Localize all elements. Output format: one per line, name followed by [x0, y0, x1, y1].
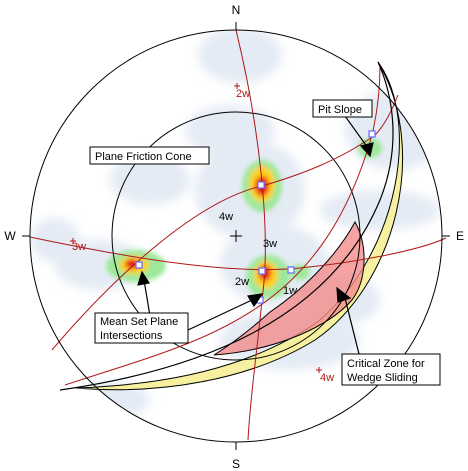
callout-critical-line1: Critical Zone for: [347, 358, 425, 370]
mean-set-great-circles: [29, 29, 447, 441]
callout-pit-slope: Pit Slope: [312, 99, 373, 118]
pole-label-4w: 4w: [320, 372, 334, 384]
wedge-label-2w: 2w: [235, 276, 249, 288]
wedge-label-1w: 1w: [283, 285, 297, 297]
wedge-label-3w: 3w: [263, 238, 277, 250]
intersection-marker: [257, 181, 265, 189]
callout-friction-cone-label: Plane Friction Cone: [95, 151, 192, 163]
great-circle-set4: [64, 64, 381, 386]
callout-critical-line2: Wedge Sliding: [347, 372, 418, 384]
compass-south: S: [232, 457, 240, 471]
compass-east: E: [456, 229, 464, 243]
great-circle-set1: [235, 29, 266, 441]
friction-cone-circle: [111, 111, 361, 361]
callout-critical-zone: Critical Zone for Wedge Sliding: [341, 353, 441, 386]
intersection-marker: [287, 266, 295, 274]
great-circle-set2: [29, 236, 447, 271]
callout-mean-set-intersections: Mean Set Plane Intersections: [94, 312, 189, 344]
callout-mean-set-line2: Intersections: [100, 330, 163, 342]
pole-cross-icons: [70, 83, 322, 373]
pole-label-3w: 3w: [72, 241, 86, 253]
intersection-markers: [135, 130, 376, 304]
wedge-label-4w: 4w: [219, 211, 233, 223]
critical-zone: [213, 220, 365, 356]
pole-label-2w: 2w: [236, 88, 250, 100]
compass-ticks: [22, 22, 450, 450]
center-cross-icon: [230, 230, 242, 242]
callout-pit-slope-label: Pit Slope: [318, 104, 362, 116]
callout-mean-set-line1: Mean Set Plane: [100, 316, 178, 328]
intersection-marker: [368, 130, 376, 138]
slope-great-circle: [59, 61, 394, 391]
intersection-marker: [258, 267, 266, 275]
great-circle-set3: [51, 94, 399, 351]
compass-north: N: [232, 3, 241, 17]
intersection-marker: [135, 261, 143, 269]
callout-arrows: [137, 115, 374, 359]
compass-west: W: [4, 229, 16, 243]
callout-friction-cone: Plane Friction Cone: [89, 146, 210, 165]
